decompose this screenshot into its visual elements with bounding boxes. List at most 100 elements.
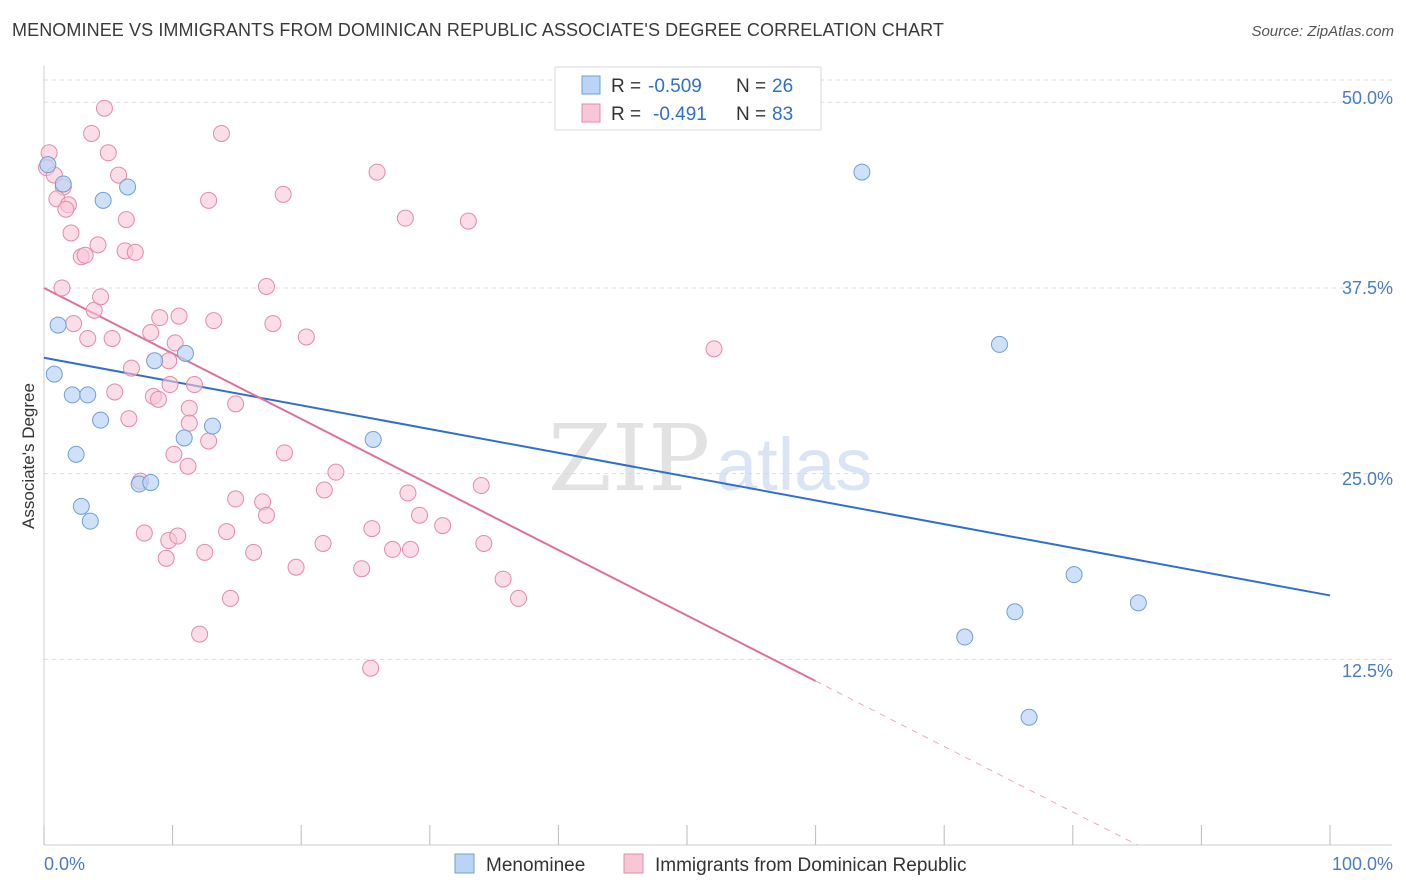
- data-point-dominican-45: [180, 414, 198, 432]
- data-point-dominican-60: [411, 506, 429, 524]
- trend-lines: [43, 287, 1331, 846]
- data-point-dominican-51: [179, 457, 197, 475]
- y-tick-label-12-5: 12.5%: [1342, 661, 1393, 681]
- data-point-dominican-73: [363, 520, 381, 538]
- data-point-menominee-25: [1020, 708, 1038, 726]
- data-point-dominican-74: [384, 540, 402, 558]
- data-point-dominican-17: [117, 211, 135, 229]
- legend-bottom-swatch-dominican: [623, 853, 644, 874]
- axes: [43, 66, 1392, 846]
- data-point-dominican-20: [274, 185, 292, 203]
- data-point-dominican-18: [200, 191, 218, 209]
- data-point-menominee-18: [364, 430, 382, 448]
- watermark-atlas: atlas: [716, 423, 872, 506]
- data-point-menominee-3: [119, 178, 137, 196]
- data-point-dominican-12: [126, 243, 144, 261]
- data-point-dominican-15: [83, 124, 101, 142]
- data-point-dominican-71: [314, 534, 332, 552]
- data-point-dominican-79: [221, 589, 239, 607]
- data-point-menominee-17: [81, 512, 99, 530]
- data-point-menominee-1: [54, 175, 72, 193]
- data-point-dominican-6: [57, 200, 75, 218]
- y-tick-label-50: 50.0%: [1342, 88, 1393, 108]
- data-point-dominican-59: [399, 484, 417, 502]
- grid-lines: [44, 79, 1392, 660]
- data-point-menominee-8: [92, 411, 110, 429]
- data-point-dominican-9: [76, 246, 94, 264]
- data-point-dominican-75: [402, 540, 420, 558]
- data-point-menominee-20: [990, 335, 1008, 353]
- data-point-dominican-33: [170, 307, 188, 325]
- data-point-dominican-70: [287, 558, 305, 576]
- legend-n-label-1: N =: [736, 76, 766, 97]
- data-point-menominee-9: [67, 445, 85, 463]
- data-point-dominican-10: [89, 236, 107, 254]
- data-point-dominican-63: [135, 524, 153, 542]
- series-dominican-points: [38, 99, 723, 677]
- legend-swatch-dominican: [581, 103, 601, 123]
- data-point-dominican-31: [142, 324, 160, 342]
- data-point-dominican-78: [510, 589, 528, 607]
- data-point-dominican-80: [191, 625, 209, 643]
- data-point-menominee-2: [94, 191, 112, 209]
- data-point-dominican-81: [362, 659, 380, 677]
- data-point-dominican-35: [160, 352, 178, 370]
- legend-n-value-1: 26: [772, 76, 793, 97]
- data-point-menominee-15: [142, 474, 160, 492]
- y-tick-label-25: 25.0%: [1342, 469, 1393, 489]
- data-point-menominee-10: [146, 352, 164, 370]
- trend-line-menominee: [43, 356, 1331, 597]
- data-point-dominican-52: [275, 444, 293, 462]
- data-point-dominican-56: [257, 506, 275, 524]
- data-point-menominee-12: [203, 417, 221, 435]
- data-point-dominican-48: [106, 383, 124, 401]
- data-point-menominee-11: [176, 344, 194, 362]
- data-point-menominee-13: [175, 429, 193, 447]
- data-point-dominican-36: [185, 376, 203, 394]
- data-point-dominican-69: [245, 543, 263, 561]
- data-point-dominican-34: [166, 334, 184, 352]
- x-tick-label-100: 100.0%: [1332, 854, 1393, 874]
- data-point-dominican-23: [459, 212, 477, 230]
- data-point-dominican-46: [200, 432, 218, 450]
- data-point-menominee-16: [72, 497, 90, 515]
- data-point-menominee-7: [79, 386, 97, 404]
- data-point-dominican-38: [257, 277, 275, 295]
- data-point-menominee-4: [49, 316, 67, 334]
- data-point-dominican-21: [368, 163, 386, 181]
- data-point-dominican-49: [120, 410, 138, 428]
- data-point-dominican-57: [315, 481, 333, 499]
- chart-title: MENOMINEE VS IMMIGRANTS FROM DOMINICAN R…: [12, 20, 944, 40]
- data-point-menominee-6: [63, 386, 81, 404]
- legend-r-label-1: R =: [611, 76, 641, 97]
- data-point-menominee-24: [1006, 603, 1024, 621]
- data-point-dominican-72: [353, 560, 371, 578]
- series-menominee-points: [39, 156, 1147, 726]
- legend-r-value-1: -0.509: [648, 76, 702, 97]
- legend-bottom-label-dominican: Immigrants from Dominican Republic: [655, 855, 967, 876]
- data-point-dominican-77: [494, 570, 512, 588]
- data-point-dominican-24: [53, 279, 71, 297]
- data-point-dominican-65: [169, 527, 187, 545]
- data-point-dominican-37: [205, 312, 223, 330]
- legend-r-label-2: R =: [611, 104, 641, 125]
- legend-bottom: Menominee Immigrants from Dominican Repu…: [454, 853, 967, 876]
- legend-top: R = -0.509 N = 26 R = -0.491 N = 83: [554, 66, 822, 131]
- data-point-dominican-66: [157, 549, 175, 567]
- data-point-dominican-25: [65, 315, 83, 333]
- data-point-dominican-13: [99, 144, 117, 162]
- data-point-menominee-5: [45, 365, 63, 383]
- data-point-dominican-39: [264, 315, 282, 333]
- data-point-dominican-7: [62, 224, 80, 242]
- data-point-dominican-82: [705, 340, 723, 358]
- data-point-dominican-28: [79, 329, 97, 347]
- data-point-dominican-40: [297, 328, 315, 346]
- data-point-dominican-30: [122, 359, 140, 377]
- data-point-dominican-22: [396, 209, 414, 227]
- x-tick-label-0: 0.0%: [44, 854, 85, 874]
- data-point-dominican-47: [227, 395, 245, 413]
- data-point-dominican-32: [151, 309, 169, 327]
- data-point-dominican-68: [218, 523, 236, 541]
- data-point-dominican-62: [472, 477, 490, 495]
